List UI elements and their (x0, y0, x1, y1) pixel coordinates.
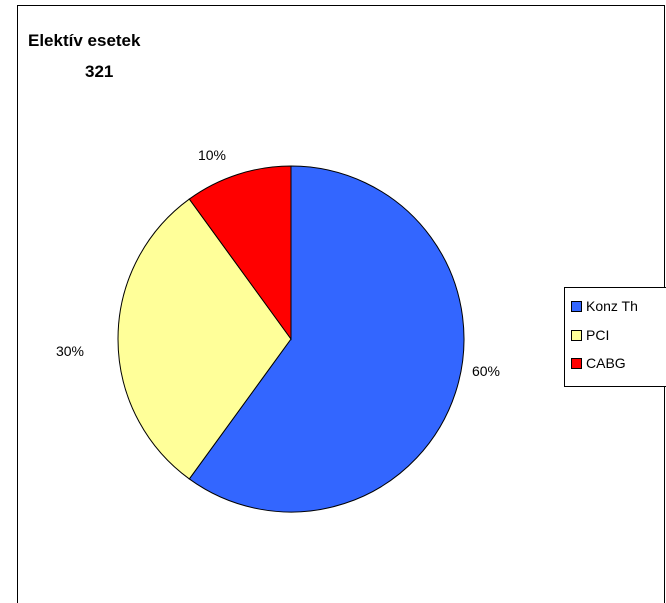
legend-item-cabg: CABG (571, 353, 626, 373)
legend-item-pci: PCI (571, 325, 609, 345)
legend-label-pci: PCI (586, 327, 610, 343)
legend-swatch-cabg (571, 357, 582, 369)
chart-title: Elektív esetek (28, 31, 141, 50)
data-label-cabg: 10% (198, 147, 226, 163)
pie-data-labels: 60% 30% 10% (56, 147, 500, 379)
legend-swatch-pci (571, 329, 582, 341)
legend-item-konz-th: Konz Th (571, 296, 638, 316)
pie-slice-cabg (188, 165, 292, 341)
legend-label-cabg: CABG (586, 355, 626, 371)
pie-slice-konz-th (188, 165, 465, 513)
pie-slices (117, 165, 465, 513)
data-label-pci: 30% (56, 343, 84, 359)
legend-label-konz-th: Konz Th (586, 298, 638, 314)
chart-subtitle: 321 (85, 62, 114, 81)
data-label-konz-th: 60% (472, 363, 500, 379)
legend-swatch-konz-th (571, 300, 582, 312)
legend: Konz Th PCI CABG (564, 287, 666, 387)
pie-slice-pci (117, 198, 292, 480)
